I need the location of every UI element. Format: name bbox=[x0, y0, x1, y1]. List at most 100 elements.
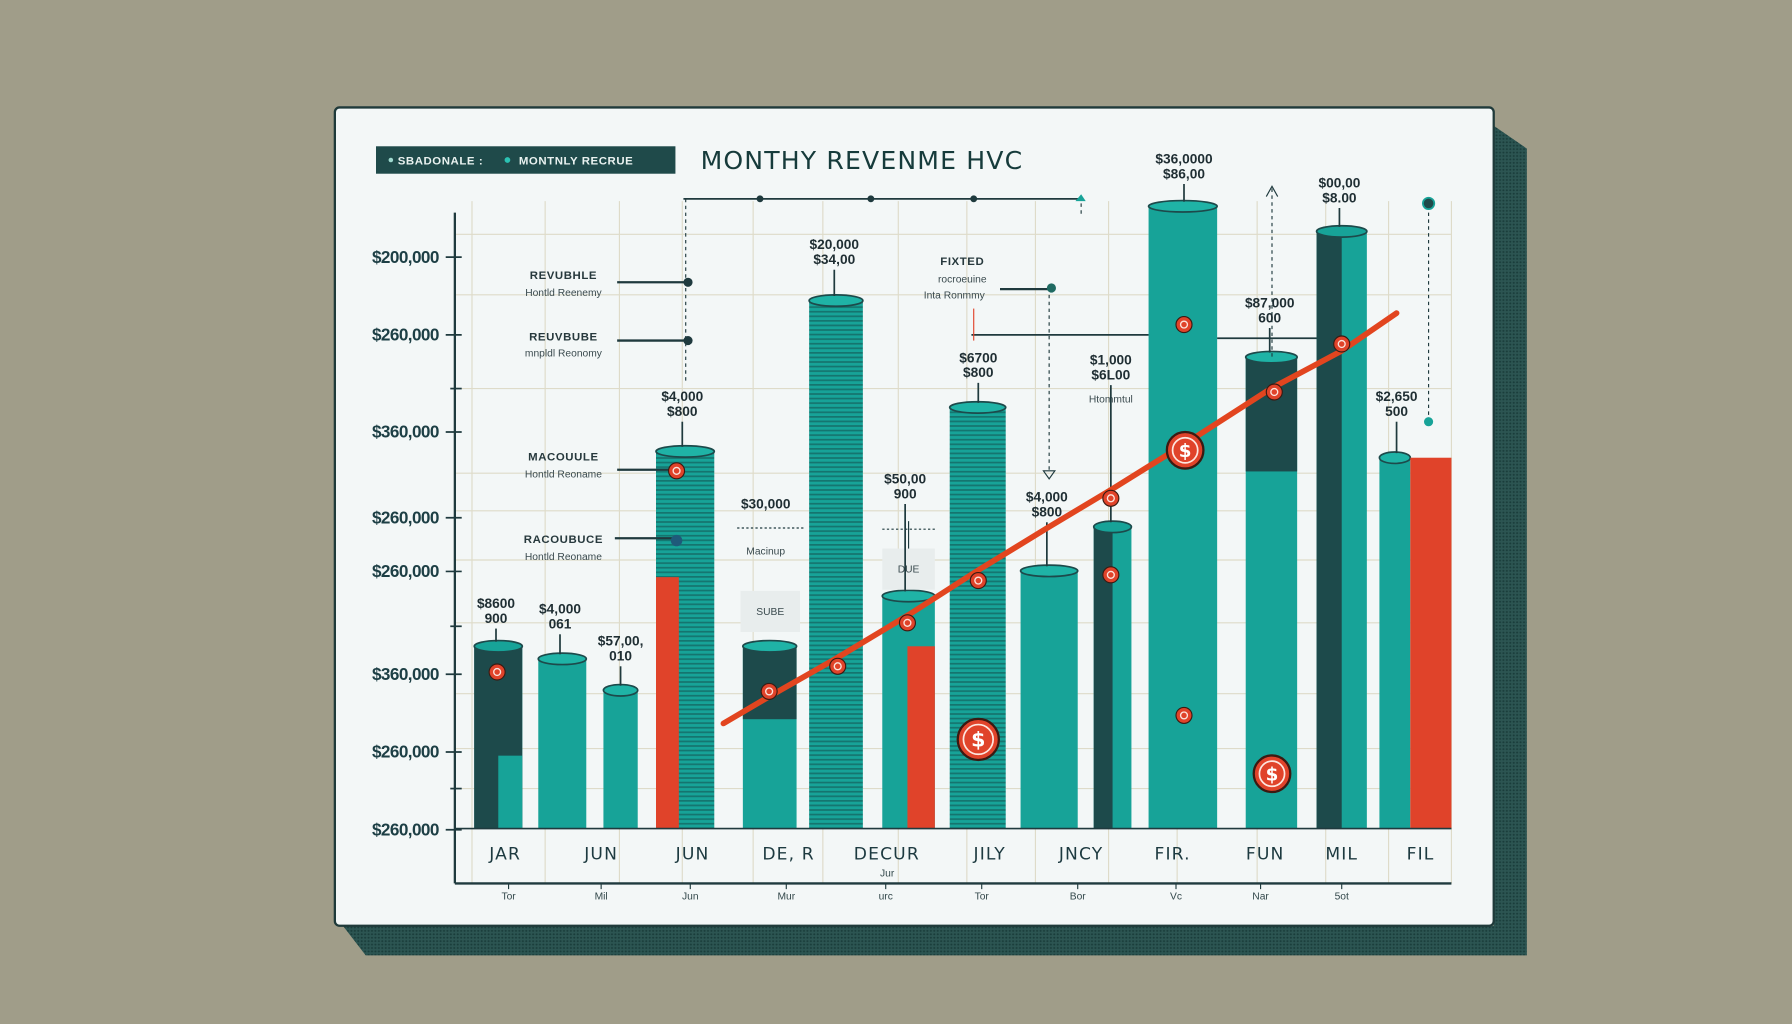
value-label: 010 bbox=[609, 649, 632, 664]
bar-cap bbox=[948, 400, 1007, 414]
value-label: $20,000 bbox=[810, 237, 860, 252]
value-label: $86,00 bbox=[1163, 166, 1205, 181]
markers: $ $ $ bbox=[488, 316, 1351, 794]
trend-line-path bbox=[720, 310, 1400, 727]
svg-text:rocroeuine: rocroeuine bbox=[938, 274, 987, 285]
x-sub-label: Vc bbox=[1170, 891, 1182, 902]
dollar-coin-icon: $ bbox=[1252, 754, 1292, 794]
bar bbox=[1148, 206, 1218, 829]
bar-shade bbox=[1316, 231, 1342, 829]
x-sub-label: urc bbox=[879, 891, 893, 902]
marker-core bbox=[1106, 570, 1115, 579]
svg-text:REVUBHLE: REVUBHLE bbox=[530, 270, 597, 282]
marker-core bbox=[672, 466, 681, 475]
bar-shade bbox=[498, 755, 523, 829]
value-label: $87,000 bbox=[1245, 295, 1295, 310]
bar bbox=[1020, 570, 1078, 829]
marker-core bbox=[1337, 339, 1346, 349]
value-label: $00,00 bbox=[1318, 175, 1360, 190]
top-bracket bbox=[683, 194, 1086, 383]
x-axis-sublabels: Tor Mil Jun Mur urc Tor Bor Vc Nar 5ot bbox=[501, 883, 1349, 902]
marker-icon bbox=[1265, 383, 1283, 401]
x-tick-label: DECUR bbox=[854, 844, 920, 864]
marker-core bbox=[493, 667, 502, 677]
bar-cap bbox=[1315, 224, 1368, 238]
x-sub-label: Mur bbox=[777, 891, 795, 902]
marker-core bbox=[1270, 387, 1279, 397]
marker-icon bbox=[898, 614, 916, 632]
svg-text:Inta Ronmmy: Inta Ronmmy bbox=[924, 290, 986, 301]
marker-ring bbox=[1333, 335, 1351, 353]
svg-text:Hontld Reoname: Hontld Reoname bbox=[525, 470, 602, 481]
value-label: $800 bbox=[1032, 505, 1063, 520]
bar-red-segment bbox=[1410, 457, 1452, 829]
value-label: Macinup bbox=[746, 546, 785, 557]
legend-entry: MONTNLY RECRUE bbox=[519, 156, 633, 168]
annotation-1: REVUBHLE Hontld Reenemy bbox=[525, 270, 693, 299]
bar-red-segment bbox=[907, 646, 935, 829]
bar bbox=[538, 658, 587, 829]
marker-core bbox=[1179, 320, 1189, 329]
marker-dot bbox=[670, 534, 683, 547]
y-tick-label: $260,000 bbox=[372, 819, 439, 839]
x-sub-label: 5ot bbox=[1335, 891, 1349, 902]
svg-text:mnpldl Reonomy: mnpldl Reonomy bbox=[525, 349, 603, 360]
x-tick-label: DE, R bbox=[762, 844, 815, 864]
marker-icon bbox=[1333, 335, 1351, 353]
value-label: 061 bbox=[549, 617, 572, 632]
svg-text:Hontld Reoname: Hontld Reoname bbox=[525, 552, 602, 563]
coin-inner bbox=[1258, 760, 1286, 788]
value-label: $800 bbox=[667, 404, 698, 419]
marker-ring bbox=[969, 572, 987, 590]
marker-icon bbox=[760, 682, 778, 700]
bar bbox=[949, 407, 1006, 829]
value-label: $6700 bbox=[959, 350, 997, 365]
value-label: $1,000 bbox=[1090, 353, 1132, 368]
legend: SBADONALE : MONTNLY RECRUE bbox=[376, 146, 676, 174]
value-label: $8600 bbox=[477, 596, 515, 611]
x-tick-label: JUN bbox=[675, 844, 710, 864]
bar bbox=[1379, 457, 1411, 829]
x-tick-label: JNCY bbox=[1058, 844, 1104, 864]
dollar-sign: $ bbox=[1179, 441, 1192, 462]
bar-cap bbox=[1244, 350, 1298, 364]
tag-due: DUE bbox=[737, 521, 938, 590]
bar-cap bbox=[742, 639, 798, 653]
bar-cap bbox=[808, 294, 864, 308]
bar-cap bbox=[602, 683, 639, 697]
coin-inner bbox=[1171, 436, 1199, 464]
marker-icon bbox=[969, 572, 987, 590]
y-tick-label: $260,000 bbox=[372, 742, 439, 762]
dollar-sign: $ bbox=[971, 727, 985, 751]
value-label: $34,00 bbox=[813, 252, 855, 267]
legend-marker bbox=[388, 157, 394, 163]
x-tick-label: MIL bbox=[1325, 844, 1358, 864]
marker-ring bbox=[1102, 489, 1120, 507]
annotation-5: FIXTED rocroeuine Inta Ronmmy bbox=[924, 256, 1317, 480]
svg-text:MACOUULE: MACOUULE bbox=[528, 452, 598, 464]
value-label: $6L00 bbox=[1091, 367, 1130, 382]
marker-ring bbox=[898, 614, 916, 632]
x-tick-label: JUN bbox=[583, 844, 618, 864]
value-label: 600 bbox=[1258, 310, 1281, 325]
x-tick-label: JILY bbox=[973, 844, 1006, 864]
y-axis-ticks: $200,000 $260,000 $360,000 $260,000 $260,000… bbox=[372, 247, 462, 839]
x-sub-label: Jun bbox=[682, 891, 699, 902]
coin-inner bbox=[962, 723, 994, 756]
value-labels: $8600900$4,000061$57,00,010$4,000$800$30… bbox=[477, 151, 1418, 686]
legend-entry: SBADONALE : bbox=[398, 156, 484, 168]
marker-ring bbox=[829, 657, 847, 675]
dollar-coin-icon: $ bbox=[956, 717, 1000, 762]
tag-sube: SUBE bbox=[740, 590, 800, 632]
svg-text:Hontld Reenemy: Hontld Reenemy bbox=[525, 288, 602, 299]
guide-dot bbox=[1424, 417, 1434, 427]
marker-core bbox=[1179, 711, 1189, 720]
y-tick-label: $260,000 bbox=[372, 561, 439, 581]
bar-red-segment bbox=[656, 577, 679, 829]
bar-cap bbox=[473, 639, 524, 653]
marker-icon bbox=[668, 462, 686, 480]
value-label: 900 bbox=[894, 486, 917, 501]
svg-text:SUBE: SUBE bbox=[756, 607, 784, 618]
value-label: $36,0000 bbox=[1155, 151, 1213, 166]
bar-shade bbox=[1093, 526, 1113, 829]
